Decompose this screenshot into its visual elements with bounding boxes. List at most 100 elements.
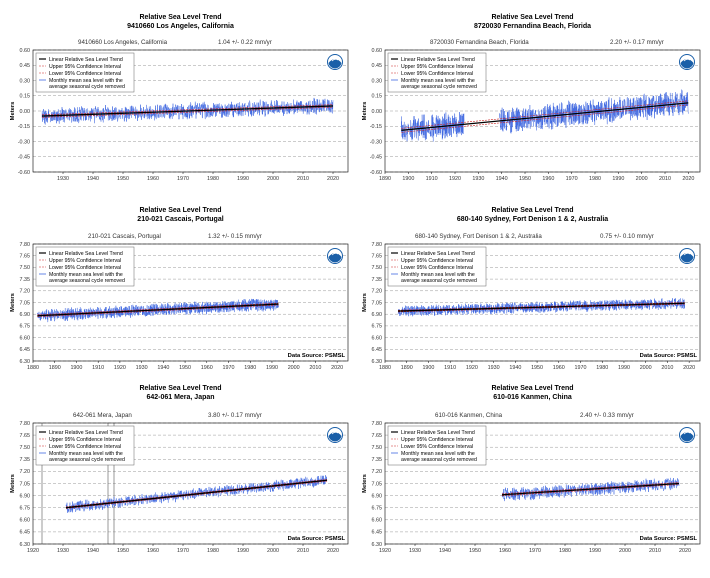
x-tick-label: 1990 [589,548,601,554]
y-tick-label: 7.35 [372,457,383,463]
y-tick-label: 0.00 [372,109,383,115]
legend-label: Upper 95% Confidence Interval [49,437,121,443]
x-tick-label: 2000 [288,365,300,371]
x-tick-label: 1890 [401,365,413,371]
y-tick-label: -0.60 [18,170,30,176]
station-info: 642-061 Mera, Japan 3.80 +/- 0.17 mm/yr [33,412,348,422]
y-tick-label: 0.60 [20,48,31,54]
x-tick-label: 1970 [529,548,541,554]
lower-ci-line [41,106,334,118]
y-tick-label: 0.15 [372,94,383,100]
x-tick-label: 2000 [267,548,279,554]
legend-box [35,52,135,93]
noaa-logo-wave [328,432,342,442]
x-tick-label: 1900 [70,365,82,371]
legend-label: Linear Relative Sea Level Trend [49,251,123,257]
y-tick-label: 7.05 [372,300,383,306]
y-axis-label: Meters [362,293,368,312]
linear-trend-line [398,302,685,312]
y-tick-label: 0.00 [20,109,31,115]
x-tick-label: 1970 [575,365,587,371]
noaa-logo-bird [331,431,339,435]
x-tick-label: 1960 [553,365,565,371]
y-tick-label: 6.90 [372,493,383,499]
plot-frame [384,49,701,173]
x-tick-label: 1950 [179,365,191,371]
x-tick-label: 1980 [244,365,256,371]
station-name: 642-061 Mera, Japan [73,412,132,419]
y-tick-label: 7.20 [20,289,31,295]
chart-plot: 7.80 7.65 7.50 7.35 7.20 7.05 6.90 6.75 6.60 6.45… [10,233,349,371]
y-tick-label: 6.90 [372,312,383,318]
noaa-logo-wave [680,253,694,263]
x-tick-label: 1880 [27,365,39,371]
y-tick-label: 6.30 [372,359,383,365]
y-tick-label: -0.15 [370,124,382,130]
y-tick-label: 7.65 [20,254,31,260]
x-tick-label: 2020 [683,365,695,371]
plot-frame [32,49,349,173]
station-info: 610-016 Kanmen, China 2.40 +/- 0.33 mm/y… [385,412,700,422]
y-tick-label: -0.30 [370,139,382,145]
x-tick-label: 1890 [379,176,391,182]
y-tick-label: 7.20 [372,469,383,475]
plot-frame [32,422,349,545]
x-tick-label: 1920 [449,176,461,182]
x-tick-label: 2020 [682,176,694,182]
x-tick-label: 2000 [267,176,279,182]
y-tick-label: 7.05 [372,481,383,487]
legend-label: Linear Relative Sea Level Trend [401,57,475,63]
x-tick-label: 2010 [649,548,661,554]
x-tick-label: 1970 [177,176,189,182]
chart-panel-mera: Relative Sea Level Trend 642-061 Mera, J… [8,375,353,575]
x-tick-label: 1990 [612,176,624,182]
monthly-mean-series [397,297,686,317]
y-axis-label: Meters [362,474,368,493]
x-tick-label: 1910 [92,365,104,371]
station-info: 210-021 Cascais, Portugal 1.32 +/- 0.15 … [33,233,348,243]
x-tick-label: 1900 [402,176,414,182]
x-tick-label: 1930 [57,548,69,554]
trend-rate: 0.75 +/- 0.10 mm/yr [600,233,654,240]
chart-title: Relative Sea Level Trend 210-021 Cascais… [137,207,224,223]
x-tick-label: 1990 [618,365,630,371]
lower-ci-line [37,304,279,318]
station-name: 610-016 Kanmen, China [435,412,503,419]
chart-svg: 7.80 7.65 7.50 7.35 7.20 7.05 6.90 6.75 6.60 6.45… [10,421,349,554]
y-tick-label: 7.80 [20,242,31,248]
chart-title: Relative Sea Level Trend 610-016 Kanmen,… [491,385,574,401]
station-info: 680-140 Sydney, Fort Denison 1 & 2, Aust… [385,233,700,243]
trend-rate: 2.40 +/- 0.33 mm/yr [580,412,634,419]
station-name: 680-140 Sydney, Fort Denison 1 & 2, Aust… [415,233,542,240]
trend-rate: 2.20 +/- 0.17 mm/yr [610,39,664,46]
plot-frame [32,243,349,362]
noaa-logo-wave [680,59,694,69]
data-source-label: Data Source: PSMSL [288,353,346,359]
legend-label: Lower 95% Confidence Interval [401,265,473,271]
x-tick-label: 1930 [136,365,148,371]
y-axis-label: Meters [10,474,16,493]
x-tick-label: 1930 [472,176,484,182]
y-tick-label: 7.65 [372,254,383,260]
chart-title: Relative Sea Level Trend 642-061 Mera, J… [139,385,222,401]
x-tick-label: 2010 [297,548,309,554]
noaa-logo-wave [328,59,342,69]
legend-label: average seasonal cycle removed [49,84,125,90]
y-tick-label: 7.35 [20,277,31,283]
x-tick-label: 1930 [57,176,69,182]
legend-label: average seasonal cycle removed [401,84,477,90]
x-tick-label: 1990 [237,548,249,554]
x-tick-label: 1960 [147,548,159,554]
x-tick-label: 1880 [379,365,391,371]
legend-label: Linear Relative Sea Level Trend [49,430,123,436]
lower-ci-line [501,484,680,497]
noaa-logo-bird [683,252,691,256]
legend-label: Lower 95% Confidence Interval [49,444,121,450]
x-tick-label: 1950 [469,548,481,554]
data-source-label: Data Source: PSMSL [288,536,346,542]
y-tick-label: 7.65 [20,433,31,439]
noaa-logo-bird [683,431,691,435]
y-tick-label: 7.80 [372,421,383,427]
x-tick-label: 1950 [117,176,129,182]
x-tick-label: 1930 [409,548,421,554]
